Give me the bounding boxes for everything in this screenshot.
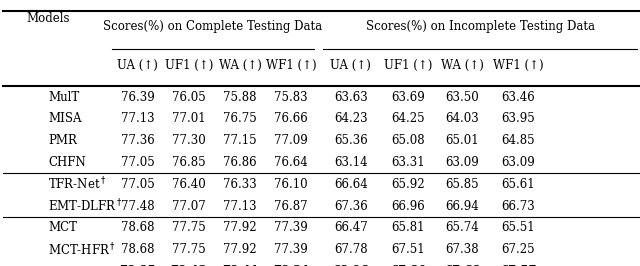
Text: 76.40: 76.40 bbox=[172, 178, 205, 191]
Text: 65.85: 65.85 bbox=[445, 178, 479, 191]
Text: 65.36: 65.36 bbox=[334, 134, 367, 147]
Text: 78.68: 78.68 bbox=[121, 222, 154, 234]
Text: 76.05: 76.05 bbox=[172, 91, 205, 103]
Text: Scores(%) on Incomplete Testing Data: Scores(%) on Incomplete Testing Data bbox=[365, 20, 595, 33]
Text: 65.92: 65.92 bbox=[392, 178, 425, 191]
Text: 63.50: 63.50 bbox=[445, 91, 479, 103]
Text: 67.38: 67.38 bbox=[445, 243, 479, 256]
Text: 64.25: 64.25 bbox=[392, 113, 425, 125]
Text: 76.66: 76.66 bbox=[275, 113, 308, 125]
Text: 63.63: 63.63 bbox=[334, 91, 367, 103]
Text: WF1 (↑): WF1 (↑) bbox=[266, 59, 317, 72]
Text: 65.08: 65.08 bbox=[392, 134, 425, 147]
Text: MCT-HFR$^\dagger$: MCT-HFR$^\dagger$ bbox=[48, 242, 116, 258]
Text: MulT: MulT bbox=[48, 91, 79, 103]
Text: 67.36: 67.36 bbox=[334, 200, 367, 213]
Text: 64.03: 64.03 bbox=[445, 113, 479, 125]
Text: 77.09: 77.09 bbox=[275, 134, 308, 147]
Text: 77.75: 77.75 bbox=[172, 243, 205, 256]
Text: 78.41: 78.41 bbox=[221, 265, 259, 266]
Text: 77.13: 77.13 bbox=[121, 113, 154, 125]
Text: 78.85: 78.85 bbox=[119, 265, 156, 266]
Text: WA (↑): WA (↑) bbox=[441, 59, 483, 72]
Text: 77.92: 77.92 bbox=[223, 222, 257, 234]
Text: 63.69: 63.69 bbox=[392, 91, 425, 103]
Text: 76.86: 76.86 bbox=[223, 156, 257, 169]
Text: 78.68: 78.68 bbox=[121, 243, 154, 256]
Text: 63.09: 63.09 bbox=[502, 156, 535, 169]
Text: 67.80: 67.80 bbox=[390, 265, 427, 266]
Text: MCT-HFR$^\star$: MCT-HFR$^\star$ bbox=[48, 265, 121, 266]
Text: 66.94: 66.94 bbox=[445, 200, 479, 213]
Text: 67.78: 67.78 bbox=[334, 243, 367, 256]
Text: 66.73: 66.73 bbox=[502, 200, 535, 213]
Text: MCT: MCT bbox=[48, 222, 77, 234]
Text: 77.39: 77.39 bbox=[275, 222, 308, 234]
Text: 77.75: 77.75 bbox=[172, 222, 205, 234]
Text: 76.33: 76.33 bbox=[223, 178, 257, 191]
Text: EMT-DLFR$^\dagger$: EMT-DLFR$^\dagger$ bbox=[48, 198, 122, 214]
Text: PMR: PMR bbox=[48, 134, 77, 147]
Text: Models: Models bbox=[26, 12, 70, 25]
Text: 66.64: 66.64 bbox=[334, 178, 367, 191]
Text: Scores(%) on Complete Testing Data: Scores(%) on Complete Testing Data bbox=[103, 20, 323, 33]
Text: 63.09: 63.09 bbox=[445, 156, 479, 169]
Text: 65.74: 65.74 bbox=[445, 222, 479, 234]
Text: 77.15: 77.15 bbox=[223, 134, 257, 147]
Text: UA (↑): UA (↑) bbox=[117, 59, 158, 72]
Text: 77.13: 77.13 bbox=[223, 200, 257, 213]
Text: 65.01: 65.01 bbox=[445, 134, 479, 147]
Text: MISA: MISA bbox=[48, 113, 81, 125]
Text: 76.64: 76.64 bbox=[275, 156, 308, 169]
Text: WF1 (↑): WF1 (↑) bbox=[493, 59, 544, 72]
Text: CHFN: CHFN bbox=[48, 156, 86, 169]
Text: 77.92: 77.92 bbox=[223, 243, 257, 256]
Text: 63.31: 63.31 bbox=[392, 156, 425, 169]
Text: 75.83: 75.83 bbox=[275, 91, 308, 103]
Text: UF1 (↑): UF1 (↑) bbox=[164, 59, 213, 72]
Text: 77.30: 77.30 bbox=[172, 134, 205, 147]
Text: 64.23: 64.23 bbox=[334, 113, 367, 125]
Text: UA (↑): UA (↑) bbox=[330, 59, 371, 72]
Text: 78.21: 78.21 bbox=[273, 265, 310, 266]
Text: 65.61: 65.61 bbox=[502, 178, 535, 191]
Text: 63.95: 63.95 bbox=[502, 113, 535, 125]
Text: 66.96: 66.96 bbox=[392, 200, 425, 213]
Text: UF1 (↑): UF1 (↑) bbox=[384, 59, 433, 72]
Text: 77.07: 77.07 bbox=[172, 200, 205, 213]
Text: 63.14: 63.14 bbox=[334, 156, 367, 169]
Text: 77.01: 77.01 bbox=[172, 113, 205, 125]
Text: 77.48: 77.48 bbox=[121, 200, 154, 213]
Text: 63.46: 63.46 bbox=[502, 91, 535, 103]
Text: 77.05: 77.05 bbox=[121, 156, 154, 169]
Text: 67.57: 67.57 bbox=[500, 265, 537, 266]
Text: 67.25: 67.25 bbox=[502, 243, 535, 256]
Text: 75.88: 75.88 bbox=[223, 91, 257, 103]
Text: 76.85: 76.85 bbox=[172, 156, 205, 169]
Text: 66.47: 66.47 bbox=[334, 222, 367, 234]
Text: 77.39: 77.39 bbox=[275, 243, 308, 256]
Text: 76.87: 76.87 bbox=[275, 200, 308, 213]
Text: TFR-Net$^\dagger$: TFR-Net$^\dagger$ bbox=[48, 176, 106, 193]
Text: 77.36: 77.36 bbox=[121, 134, 154, 147]
Text: 76.75: 76.75 bbox=[223, 113, 257, 125]
Text: 67.68: 67.68 bbox=[444, 265, 481, 266]
Text: 68.06: 68.06 bbox=[332, 265, 369, 266]
Text: WA (↑): WA (↑) bbox=[219, 59, 261, 72]
Text: 65.51: 65.51 bbox=[502, 222, 535, 234]
Text: 65.81: 65.81 bbox=[392, 222, 425, 234]
Text: 78.43: 78.43 bbox=[170, 265, 207, 266]
Text: 76.39: 76.39 bbox=[121, 91, 154, 103]
Text: 64.85: 64.85 bbox=[502, 134, 535, 147]
Text: 77.05: 77.05 bbox=[121, 178, 154, 191]
Text: 67.51: 67.51 bbox=[392, 243, 425, 256]
Text: 76.10: 76.10 bbox=[275, 178, 308, 191]
